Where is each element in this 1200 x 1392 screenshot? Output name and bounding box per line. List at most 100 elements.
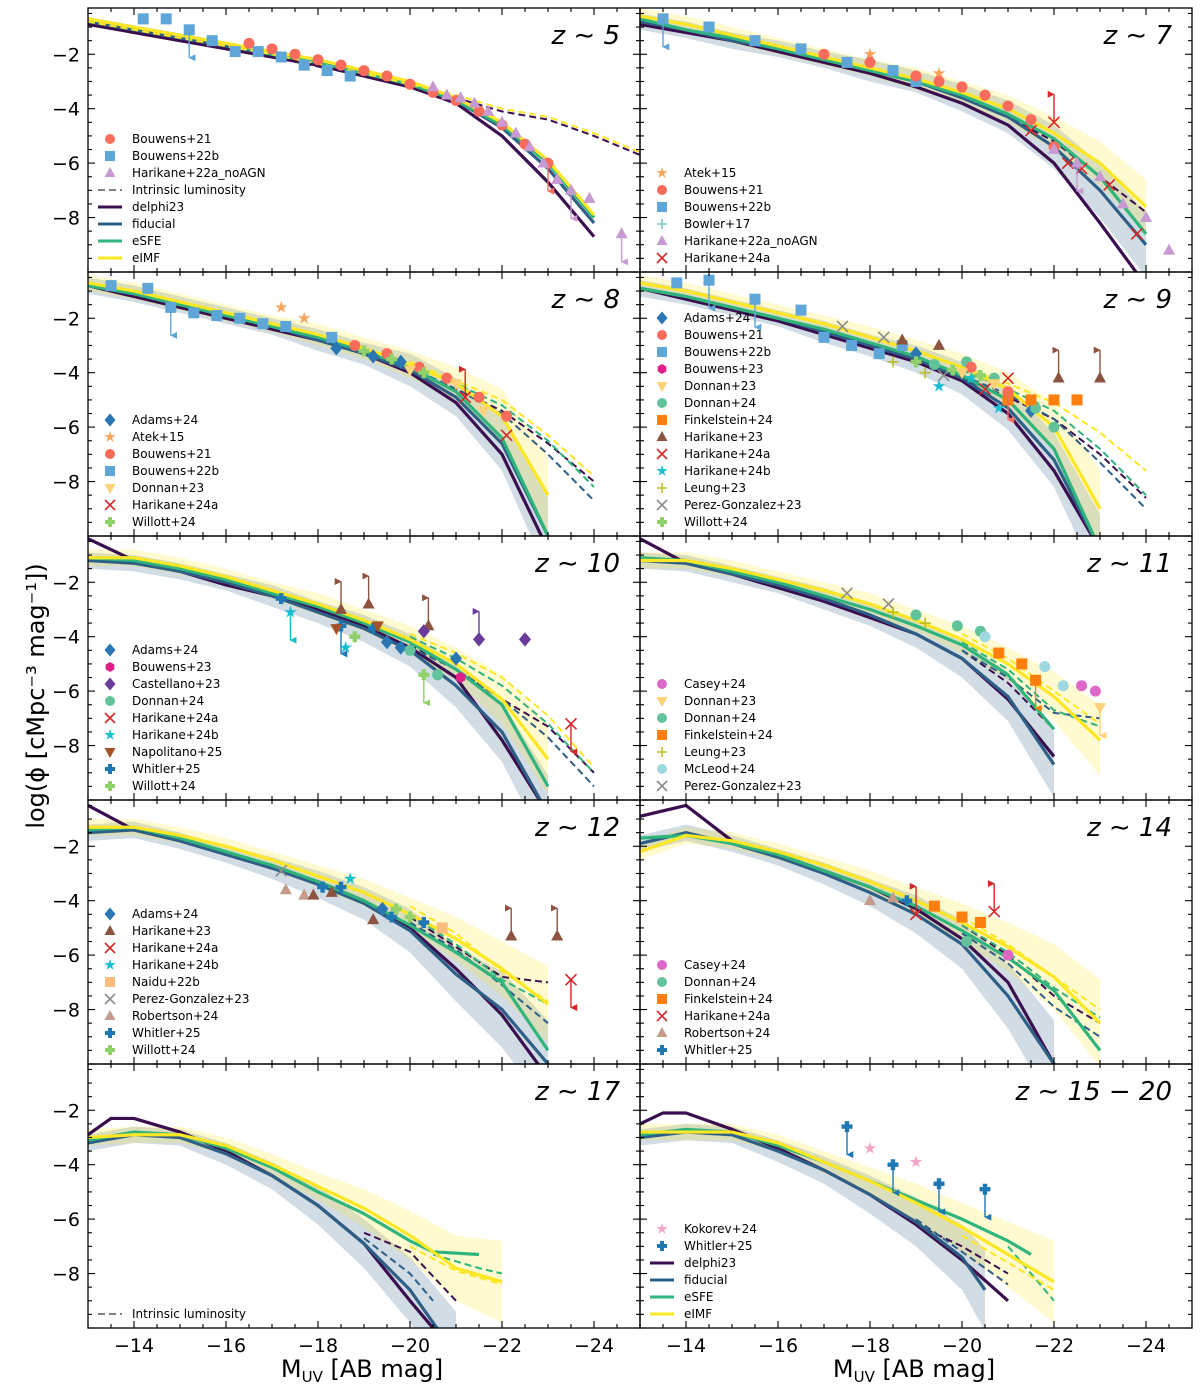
svg-text:Casey+24: Casey+24 <box>684 677 746 691</box>
data-point-Bouwens+21 <box>933 75 945 87</box>
data-point-Perez-Gonzalez+23 <box>275 864 288 877</box>
data-point-Bouwens+22b <box>703 21 715 33</box>
model-dashed-eSFE <box>432 1253 503 1275</box>
data-point-Harikane+23 <box>307 888 320 900</box>
svg-text:fiducial: fiducial <box>684 1273 727 1287</box>
data-point-Robertson+24 <box>298 888 311 900</box>
svg-text:Bouwens+23: Bouwens+23 <box>132 660 212 674</box>
data-point-Bouwens+22b <box>326 331 338 343</box>
x-tick-label: −22 <box>482 1335 522 1357</box>
data-point-Harikane+23 <box>1093 371 1107 383</box>
model-line-eSFE <box>88 825 550 1052</box>
data-point-Atek+15 <box>863 47 877 60</box>
y-tick-label: −8 <box>52 1264 80 1286</box>
legend-entry: eSFE <box>98 234 161 248</box>
model-line-eIMF <box>640 281 1102 510</box>
legend-entry: Willott+24 <box>105 1043 196 1057</box>
data-point-Bouwens+21 <box>1002 100 1014 112</box>
data-point-Bouwens+21 <box>864 56 876 68</box>
legend-entry: Bouwens+22b <box>105 464 219 478</box>
model-line-eIMF <box>88 281 550 496</box>
panel-ticks <box>639 800 1193 1065</box>
data-point-McLeod+24 <box>1039 661 1051 673</box>
data-point-Kokorev+24 <box>863 1141 877 1154</box>
data-point-Bouwens+21 <box>381 70 393 82</box>
legend-entry: fiducial <box>98 217 175 231</box>
data-point-Harikane+22a_noAGN <box>1070 156 1084 168</box>
model-line-eIMF <box>88 825 549 1006</box>
panel-ticks <box>639 536 1193 801</box>
model-dashed-eIMF <box>409 360 595 477</box>
legend-entry: Bouwens+22b <box>105 149 219 163</box>
svg-text:Harikane+24a: Harikane+24a <box>684 447 770 461</box>
data-point-Willott+24 <box>418 669 430 681</box>
data-point-Donnan+23 <box>988 379 1001 391</box>
svg-text:Robertson+24: Robertson+24 <box>132 1009 218 1023</box>
svg-text:Bouwens+22b: Bouwens+22b <box>684 200 771 214</box>
svg-text:Willott+24: Willott+24 <box>684 515 748 529</box>
data-point-Donnan+23 <box>403 365 417 377</box>
svg-text:Willott+24: Willott+24 <box>132 1043 196 1057</box>
x-tick-label: −18 <box>850 1335 890 1357</box>
data-point-Harikane+22a_noAGN <box>564 183 578 195</box>
data-point-Whitler+25 <box>887 1159 899 1171</box>
y-tick-label: −2 <box>52 572 80 594</box>
model-line-eIMF <box>640 1130 1055 1284</box>
data-point-Whitler+25 <box>317 881 329 893</box>
y-tick-label: −6 <box>52 417 80 439</box>
legend-entry: Bouwens+21 <box>657 183 764 197</box>
data-point-Bouwens+21 <box>312 54 324 66</box>
data-point-Robertson+24 <box>886 891 900 903</box>
legend-entry: delphi23 <box>98 200 184 214</box>
svg-text:Bouwens+22b: Bouwens+22b <box>132 149 219 163</box>
svg-text:Perez-Gonzalez+23: Perez-Gonzalez+23 <box>132 992 250 1006</box>
model-dashed-delphi23 <box>363 1231 457 1302</box>
data-point-Bouwens+21 <box>1002 386 1014 398</box>
svg-text:Finkelstein+24: Finkelstein+24 <box>684 728 773 742</box>
svg-text:Leung+23: Leung+23 <box>684 745 746 759</box>
legend-entry: Harikane+24a <box>104 498 218 512</box>
data-point-Harikane+24a <box>500 429 513 442</box>
legend-entry: Adams+24 <box>104 907 198 921</box>
panel-plot-area <box>88 804 578 1064</box>
svg-text:Bowler+17: Bowler+17 <box>684 217 750 231</box>
panel-5: −2 −4 −6 −8 z ∼ 10 Adams+24 Bouwens+23 Castella… <box>52 535 641 801</box>
svg-text:Leung+23: Leung+23 <box>684 481 746 495</box>
model-line-eSFE <box>640 286 1096 536</box>
data-point-Bouwens+22b <box>703 274 715 286</box>
svg-text:Harikane+24b: Harikane+24b <box>132 958 219 972</box>
data-point-Harikane+22a_noAGN <box>509 126 522 138</box>
y-tick-label: −8 <box>52 208 80 230</box>
svg-text:Donnan+24: Donnan+24 <box>684 711 756 725</box>
svg-text:Finkelstein+24: Finkelstein+24 <box>684 992 773 1006</box>
x-axis-title-right: MUV [AB mag] <box>833 1355 995 1386</box>
data-point-Bouwens+21 <box>289 48 301 60</box>
svg-text:Adams+24: Adams+24 <box>132 413 198 427</box>
legend-entry: Harikane+23 <box>656 430 763 444</box>
svg-text:Bouwens+23: Bouwens+23 <box>684 362 764 376</box>
svg-text:Adams+24: Adams+24 <box>132 907 198 921</box>
panel-plot-area <box>88 274 595 536</box>
y-tick-label: −8 <box>52 1000 80 1022</box>
data-point-Casey+24 <box>1076 680 1088 692</box>
data-point-Whitler+25 <box>418 916 430 928</box>
data-point-Bouwens+22b <box>321 65 333 77</box>
data-point-Whitler+25 <box>901 895 913 907</box>
legend-entry: Robertson+24 <box>656 1026 770 1040</box>
y-tick-label: −8 <box>52 736 80 758</box>
svg-text:eIMF: eIMF <box>132 251 160 265</box>
data-point-Willott+24 <box>386 353 398 365</box>
svg-text:Naidu+22b: Naidu+22b <box>132 975 200 989</box>
svg-text:Donnan+24: Donnan+24 <box>684 396 756 410</box>
data-point-Harikane+22a_noAGN <box>495 115 509 127</box>
data-point-Bouwens+22b <box>818 331 830 343</box>
svg-text:Harikane+24b: Harikane+24b <box>132 728 219 742</box>
data-point-Adams+24 <box>449 651 463 666</box>
data-point-Harikane+23 <box>1052 371 1065 383</box>
data-point-Bouwens+22b <box>846 339 858 351</box>
model-band-fiducial <box>88 277 548 536</box>
data-point-Finkelstein+24 <box>1048 394 1060 406</box>
model-band-eIMF <box>88 1126 502 1323</box>
legend-entry: Leung+23 <box>657 745 746 759</box>
data-point-Harikane+24a <box>1130 227 1143 240</box>
